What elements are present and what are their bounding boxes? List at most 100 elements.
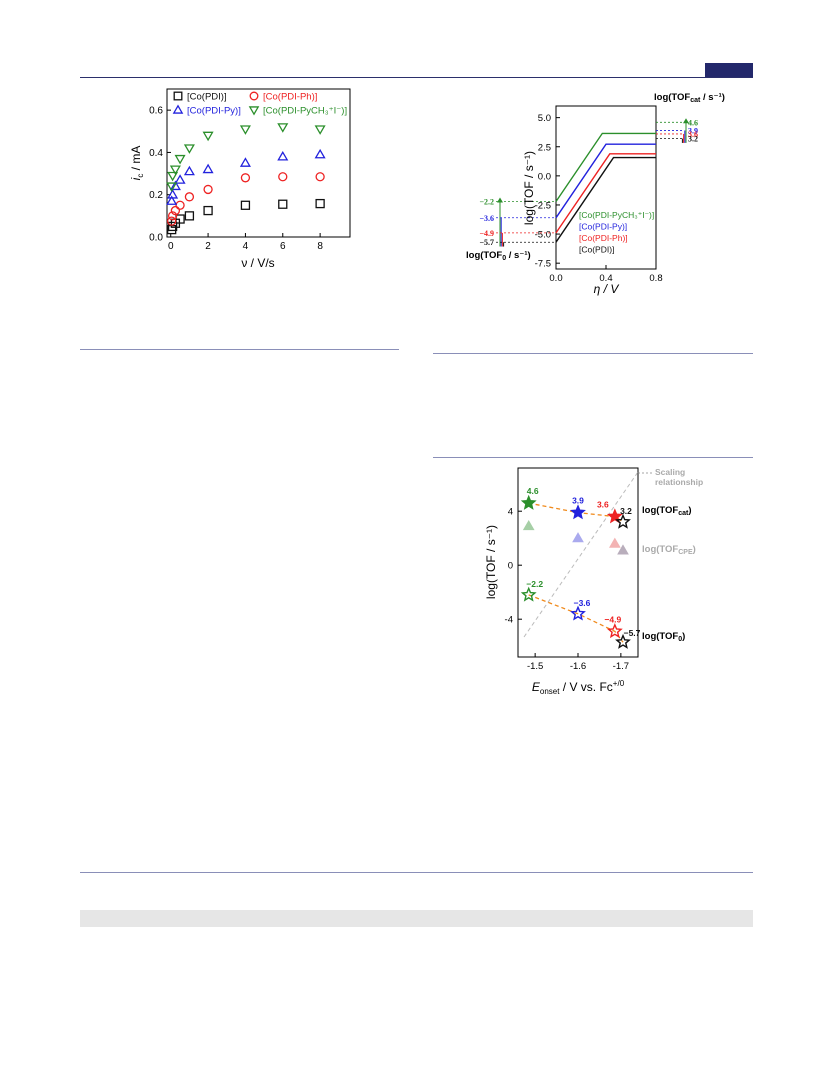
scaling-label-line1: Scaling <box>655 467 685 477</box>
y-tick-label: 0.6 <box>149 106 163 117</box>
data-point <box>315 172 325 182</box>
data-point <box>167 211 178 221</box>
data-point <box>167 221 178 232</box>
x-tick-label: 2 <box>205 241 211 252</box>
tofcat-value: 3.9 <box>572 496 584 506</box>
label-tofcpe: log(TOFCPE) <box>642 544 696 556</box>
x-tick-label: -1.7 <box>613 661 629 672</box>
data-point <box>277 123 289 133</box>
tofcat-star <box>520 494 537 510</box>
data-point <box>278 172 288 182</box>
section-rule-right-2 <box>433 457 753 458</box>
y-tick-label: -2.5 <box>535 200 551 211</box>
label-tof0: log(TOF0) <box>642 631 685 643</box>
data-point <box>240 200 251 210</box>
tof-curve <box>555 132 656 202</box>
annotation-tofcat: log(TOFcat / s⁻¹) <box>654 92 725 104</box>
scaling-label-line2: relationship <box>655 477 703 487</box>
data-point <box>277 150 289 161</box>
tofcat-star <box>570 504 586 520</box>
data-point <box>202 163 214 174</box>
tof0-label: −2.2 <box>479 197 494 206</box>
tofcat-value: 3.6 <box>597 500 609 510</box>
legend-marker <box>173 91 183 101</box>
table-header-bar <box>80 910 753 927</box>
section-rule-right-1 <box>433 353 753 354</box>
x-tick-label: 6 <box>280 241 286 252</box>
tof0-value: −4.9 <box>604 614 621 624</box>
data-point <box>167 171 179 182</box>
y-tick-label: 0.2 <box>149 190 163 201</box>
tof0-label: −3.6 <box>479 214 494 223</box>
y-tick-label: -7.5 <box>535 259 551 270</box>
y-axis-label: log(TOF / s⁻¹) <box>522 151 536 225</box>
tofcat-label: 3.6 <box>688 130 698 139</box>
header-rule <box>80 77 753 78</box>
section-rule-bottom <box>80 872 753 873</box>
x-axis-label: Eonset / V vs. Fc+/0 <box>532 679 625 696</box>
x-tick-label: -1.6 <box>570 661 586 672</box>
chart-logtof-vs-overpotential: 0.0 0.4 0.8 5.0 2.5 0.0 -2.5 -5.0 -7.5 −2.2 4.6 −3… <box>466 92 725 296</box>
y-axis-label: ic / mA <box>130 146 145 181</box>
arrowhead <box>497 197 503 203</box>
data-point <box>169 180 181 191</box>
tof-curve <box>555 153 656 234</box>
legend-label: [Co(PDI-Py)] <box>579 222 627 232</box>
data-point <box>167 216 177 226</box>
tofcpe-triangle <box>572 532 584 543</box>
tof0-value: −5.7 <box>624 628 641 638</box>
x-tick-label: 0 <box>168 241 174 252</box>
data-point <box>169 165 181 176</box>
tofcpe-triangle <box>522 520 535 531</box>
chart-current-vs-scanrate: 0 2 4 6 8 0.0 0.2 0.4 0.6 [Co(PDI)] [Co(PDI-Ph)] [… <box>130 88 351 270</box>
data-point <box>174 174 186 184</box>
tof0-star <box>615 633 631 649</box>
data-point <box>166 182 178 192</box>
tof0-label: −5.7 <box>479 238 494 247</box>
data-point <box>175 214 185 224</box>
tof0-value: −2.2 <box>526 579 543 589</box>
annotation-tof0: log(TOF0 / s⁻¹) <box>466 250 531 262</box>
data-point <box>183 144 195 154</box>
data-point <box>314 148 326 159</box>
data-point <box>167 189 179 199</box>
x-tick-label: 0.0 <box>549 273 562 284</box>
tof0-star <box>520 586 537 602</box>
tofcpe-triangle <box>617 544 629 555</box>
tof0-star <box>570 605 586 621</box>
tofcat-star <box>606 508 623 524</box>
tofcpe-triangle <box>608 537 621 548</box>
data-point <box>278 199 288 209</box>
tofcat-label: 3.9 <box>688 126 698 135</box>
data-point <box>175 200 185 210</box>
data-point <box>315 198 325 209</box>
chart-logtof-vs-eonset: -1.5 -1.6 -1.7 4 0 -4 4.6 3.9 3.6 3.2 −2.2 −3.6 −4.… <box>484 467 703 696</box>
data-point <box>203 184 213 195</box>
legend-label: [Co(PDI)] <box>579 245 614 255</box>
y-tick-label: 0.0 <box>538 171 551 182</box>
tof0-value: −3.6 <box>574 598 591 608</box>
data-point <box>202 131 214 142</box>
data-point <box>239 157 251 167</box>
legend-label: [Co(PDI-Ph)] <box>263 92 317 103</box>
y-tick-label: 0 <box>508 561 513 572</box>
legend-label: [Co(PDI-PyCH₃⁺I⁻)] <box>579 210 654 220</box>
data-point <box>203 205 213 216</box>
legend-marker <box>248 106 260 116</box>
tofcat-value: 4.6 <box>527 486 539 496</box>
plot-frame <box>166 88 351 238</box>
tof0-label: −4.9 <box>479 229 494 238</box>
data-point <box>166 195 178 205</box>
data-point <box>239 125 251 135</box>
x-axis-label: η / V <box>594 282 620 296</box>
x-tick-label: 4 <box>243 241 249 252</box>
x-tick-label: 8 <box>317 241 323 252</box>
y-tick-label: -4 <box>505 615 513 626</box>
tofcat-label: 4.6 <box>688 118 698 127</box>
x-axis-label: ν / V/s <box>241 256 274 270</box>
x-tick-label: 0.4 <box>599 273 612 284</box>
section-rule-left <box>80 349 399 350</box>
tof-curve <box>555 156 656 243</box>
tof-curve <box>555 143 656 219</box>
x-tick-label: 0.8 <box>649 273 662 284</box>
